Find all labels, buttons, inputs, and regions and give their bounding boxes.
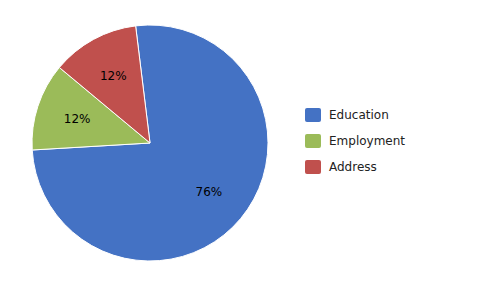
pie: [32, 25, 268, 261]
legend: Education Employment Address: [305, 108, 405, 174]
chart-container: 76% 12% 12% Education Employment Address: [0, 0, 480, 286]
data-labels: 76% 12% 12%: [64, 69, 222, 199]
data-label: 76%: [196, 185, 223, 199]
data-label: 12%: [64, 112, 91, 126]
chart-svg: 76% 12% 12% Education Employment Address: [0, 0, 480, 286]
pie-slice: [32, 25, 268, 261]
data-label: 12%: [100, 69, 127, 83]
legend-swatch: [305, 108, 321, 122]
legend-swatch: [305, 134, 321, 148]
pie-slice: [59, 26, 150, 143]
legend-label: Address: [329, 160, 377, 174]
legend-swatch: [305, 160, 321, 174]
legend-label: Employment: [329, 134, 405, 148]
legend-label: Education: [329, 108, 389, 122]
